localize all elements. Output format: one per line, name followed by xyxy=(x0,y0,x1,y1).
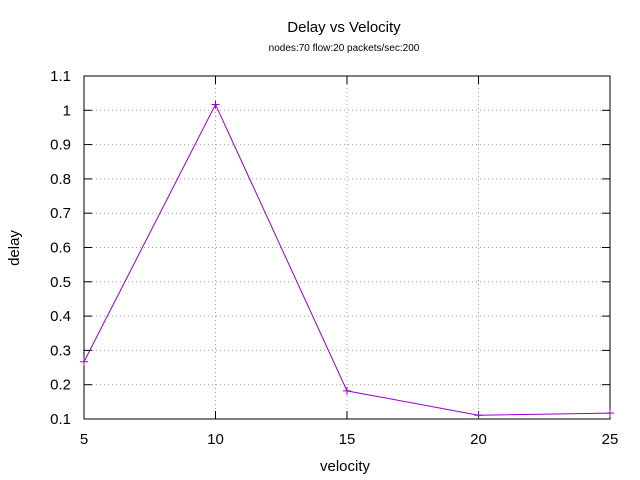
y-tick-label: 0.2 xyxy=(50,377,71,394)
data-point-marker xyxy=(211,100,220,109)
chart-title: Delay vs Velocity xyxy=(287,19,401,36)
x-tick-label: 10 xyxy=(207,431,224,448)
plot-frame xyxy=(83,75,611,420)
data-point-marker xyxy=(606,409,614,418)
y-tick-label: 0.3 xyxy=(50,342,71,359)
grid xyxy=(84,76,610,419)
chart-subtitle: nodes:70 flow:20 packets/sec:200 xyxy=(269,43,420,54)
y-tick-label: 1.1 xyxy=(50,68,71,85)
series xyxy=(80,100,614,420)
y-tick-label: 0.9 xyxy=(50,137,71,154)
y-tick-label: 0.6 xyxy=(50,240,71,257)
y-tick-label: 0.4 xyxy=(50,308,71,325)
x-tick-label: 25 xyxy=(602,431,619,448)
y-tick-label: 0.1 xyxy=(50,411,71,428)
y-tick-label: 0.8 xyxy=(50,171,71,188)
y-tick-labels: 0.1 0.2 0.3 0.4 0.5 0.6 0.7 0.8 0.9 1 1.1 xyxy=(50,68,71,428)
x-tick-label: 5 xyxy=(80,431,88,448)
axis-ticks xyxy=(83,75,611,420)
x-tick-labels: 5 10 15 20 25 xyxy=(80,431,619,448)
data-point-marker xyxy=(474,411,483,420)
data-point-marker xyxy=(80,357,88,366)
x-axis-label: velocity xyxy=(320,458,371,475)
y-axis-label: delay xyxy=(6,230,23,266)
x-tick-label: 20 xyxy=(470,431,487,448)
y-tick-label: 0.7 xyxy=(50,205,71,222)
data-point-marker xyxy=(343,386,351,395)
y-tick-label: 0.5 xyxy=(50,274,71,291)
x-tick-label: 15 xyxy=(339,431,356,448)
y-tick-label: 1 xyxy=(63,102,71,119)
